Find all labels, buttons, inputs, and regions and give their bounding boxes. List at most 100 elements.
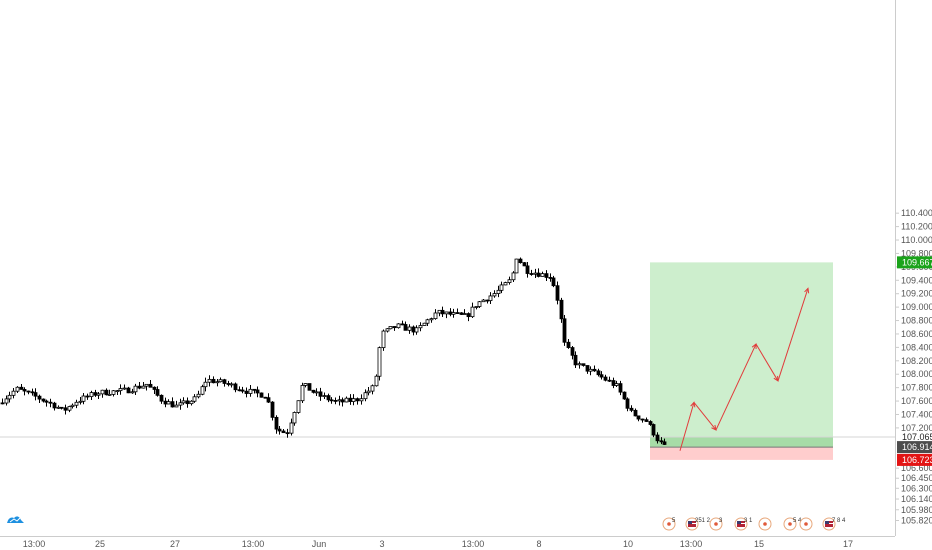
candle-body	[425, 319, 430, 324]
candle-body	[133, 385, 138, 393]
us-flag-canton	[688, 521, 692, 524]
price-tick-label: 109.800	[901, 248, 932, 258]
candle-body	[566, 341, 571, 348]
candle-body	[4, 398, 9, 404]
candle-body	[418, 325, 423, 329]
candle-body	[518, 258, 523, 264]
event-count: 5	[672, 518, 676, 524]
event-dot	[804, 522, 808, 526]
candle-body	[174, 404, 179, 408]
candle-body	[274, 416, 279, 430]
candle-body	[555, 285, 560, 301]
projection-path	[679, 287, 810, 451]
candle-body	[636, 415, 641, 420]
candle-body	[67, 406, 72, 411]
candle-body	[233, 383, 238, 391]
candle-body	[344, 397, 349, 403]
loss-zone	[650, 447, 833, 460]
price-tick-label: 107.400	[901, 409, 932, 419]
price-tick-label: 106.300	[901, 483, 932, 493]
candle-body	[122, 387, 127, 390]
candle-body	[255, 389, 260, 394]
candle-body	[481, 299, 486, 303]
candle-body	[89, 392, 94, 398]
candle-body	[318, 391, 323, 397]
candle-body	[633, 409, 638, 417]
candle-body	[7, 394, 12, 400]
candle-body	[266, 397, 271, 403]
candle-body	[48, 401, 53, 404]
event-count: 251 2	[695, 518, 711, 524]
candle-body	[648, 421, 653, 425]
price-tick-label: 108.800	[901, 316, 932, 326]
candle-body	[492, 293, 497, 297]
candle-body	[211, 378, 216, 384]
candle-body	[533, 272, 538, 275]
candle-body	[41, 398, 46, 402]
candle-body	[248, 388, 253, 394]
candle-body	[444, 311, 449, 315]
price-tick-label: 109.200	[901, 289, 932, 299]
candle-body	[37, 395, 42, 400]
economic-events[interactable]: 5 251 2 3 3 1 5 4 7 8 4	[662, 517, 846, 531]
candle-body	[470, 306, 475, 318]
candle-body	[363, 392, 368, 400]
us-flag-canton	[737, 521, 741, 524]
candle-body	[229, 383, 234, 386]
candle-body	[377, 347, 382, 377]
candle-body	[355, 398, 360, 402]
candle-body	[26, 390, 31, 393]
candle-body	[651, 424, 656, 436]
candle-body	[388, 326, 393, 330]
projection-segment	[777, 288, 809, 382]
candle-body	[155, 389, 160, 396]
price-tick-label: 107.600	[901, 396, 932, 406]
candle-body	[163, 400, 168, 405]
candle-body	[374, 375, 379, 387]
candle-body	[189, 400, 194, 405]
candle-body	[592, 368, 597, 372]
current-price-badge-label: 107.065	[902, 432, 932, 442]
candle-body	[203, 381, 208, 388]
candle-body	[56, 406, 61, 409]
candle-body	[277, 428, 282, 432]
candle-body	[618, 383, 623, 393]
entry-badge-label: 106.914	[902, 442, 932, 452]
candle-body	[551, 277, 556, 287]
candle-body	[437, 309, 442, 314]
price-tick-label: 109.000	[901, 302, 932, 312]
candlestick-series	[0, 257, 667, 446]
candle-body	[96, 393, 101, 396]
candle-body	[0, 402, 5, 405]
price-tick-label: 108.600	[901, 329, 932, 339]
candle-body	[11, 390, 16, 396]
stop-loss-badge	[897, 453, 932, 466]
candle-body	[614, 383, 619, 386]
candle-body	[19, 386, 24, 390]
candle-body	[314, 391, 319, 394]
candle-body	[148, 383, 153, 388]
candle-body	[488, 295, 493, 301]
candle-body	[403, 324, 408, 331]
candle-body	[366, 390, 371, 394]
candle-body	[359, 398, 364, 402]
candle-body	[281, 430, 286, 434]
candle-body	[622, 391, 627, 400]
candle-body	[511, 272, 516, 281]
candle-body	[407, 326, 412, 331]
candle-body	[333, 400, 338, 402]
candle-body	[300, 385, 305, 402]
candle-body	[237, 389, 242, 392]
candle-body	[644, 419, 649, 422]
price-tick-label: 107.800	[901, 383, 932, 393]
time-tick-label: 3	[379, 539, 384, 549]
candle-body	[240, 389, 245, 392]
candle-body	[514, 258, 519, 274]
price-tick-label: 108.400	[901, 342, 932, 352]
event-dot	[714, 522, 718, 526]
candle-body	[166, 401, 171, 405]
candle-body	[562, 318, 567, 343]
